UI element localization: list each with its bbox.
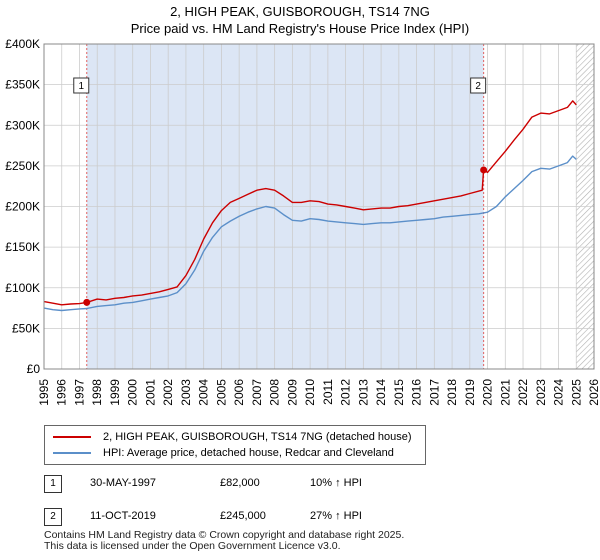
x-tick-label: 2013 (356, 379, 370, 406)
transaction-point (83, 298, 91, 306)
transaction-hpi-change: 10% ↑ HPI (310, 477, 362, 489)
x-tick-label: 2008 (268, 379, 282, 406)
legend-label-property: 2, HIGH PEAK, GUISBOROUGH, TS14 7NG (det… (103, 431, 412, 443)
table-row: 2 11-OCT-2019 £245,000 27% ↑ HPI (44, 508, 444, 528)
table-row: 1 30-MAY-1997 £82,000 10% ↑ HPI (44, 475, 444, 495)
series-line-hpi (43, 155, 577, 312)
footer-licence: This data is licensed under the Open Gov… (44, 540, 341, 552)
footer-copyright: Contains HM Land Registry data © Crown c… (44, 529, 405, 541)
x-tick-label: 2004 (197, 379, 211, 406)
x-tick-label: 2025 (569, 379, 583, 406)
x-tick-label: 2002 (161, 379, 175, 406)
legend-item-hpi: HPI: Average price, detached house, Redc… (53, 445, 394, 461)
x-tick-label: 2005 (214, 379, 228, 406)
y-tick-label: £400K (5, 37, 40, 51)
transaction-date: 11-OCT-2019 (90, 510, 156, 522)
chart-title: 2, HIGH PEAK, GUISBOROUGH, TS14 7NG (170, 4, 430, 19)
chart-subtitle: Price paid vs. HM Land Registry's House … (130, 21, 470, 36)
x-tick-label: 1999 (108, 379, 122, 406)
price-chart: £0 £50K £100K £150K £200K £250K £300K £350K £400… (5, 37, 600, 406)
transaction-date: 30-MAY-1997 (90, 477, 157, 489)
y-tick-label: £50K (12, 321, 40, 335)
x-tick-label: 2009 (285, 379, 299, 406)
marker-badge (470, 77, 487, 94)
x-tick-label: 2018 (445, 379, 459, 406)
x-tick-label: 2024 (552, 379, 566, 406)
transaction-badge: 2 (44, 508, 62, 526)
x-tick-label: 2000 (126, 379, 140, 406)
marker-badge (73, 77, 90, 94)
x-tick-label: 2003 (179, 379, 193, 406)
x-tick-label: 1995 (37, 379, 51, 406)
x-tick-label: 2011 (321, 379, 335, 405)
x-tick-label: 2015 (392, 379, 406, 406)
x-tick-label: 1998 (90, 379, 104, 406)
plot-frame (43, 43, 595, 370)
x-tick-label: 1997 (72, 379, 86, 406)
x-tick-label: 2016 (410, 379, 424, 406)
x-tick-label: 2012 (339, 379, 353, 406)
legend-label-hpi: HPI: Average price, detached house, Redc… (103, 447, 394, 459)
series-line-property (43, 100, 577, 306)
y-tick-label: £200K (5, 200, 40, 214)
y-tick-label: £150K (5, 240, 40, 254)
transaction-point (480, 166, 488, 174)
legend-item-property: 2, HIGH PEAK, GUISBOROUGH, TS14 7NG (det… (53, 429, 412, 445)
transaction-hpi-change: 27% ↑ HPI (310, 510, 362, 522)
transaction-badge: 1 (44, 475, 62, 493)
legend-swatch-property (53, 436, 91, 438)
x-tick-label: 2021 (498, 379, 512, 406)
legend: 2, HIGH PEAK, GUISBOROUGH, TS14 7NG (det… (44, 425, 426, 465)
marker-badge-label: 1 (78, 81, 84, 92)
legend-swatch-hpi (53, 452, 91, 454)
x-tick-label: 2014 (374, 379, 388, 406)
x-tick-label: 2001 (143, 379, 157, 406)
footer: Contains HM Land Registry data © Crown c… (44, 530, 404, 552)
transaction-price: £245,000 (220, 510, 266, 522)
x-tick-label: 2019 (463, 379, 477, 406)
x-tick-label: 2006 (232, 379, 246, 406)
y-tick-label: £0 (27, 362, 41, 376)
x-tick-label: 2026 (587, 379, 600, 406)
y-tick-label: £300K (5, 118, 40, 132)
marker-badge-label: 2 (475, 81, 481, 92)
x-tick-label: 2007 (250, 379, 264, 406)
y-tick-label: £350K (5, 78, 40, 92)
x-tick-label: 2017 (427, 379, 441, 406)
transaction-price: £82,000 (220, 477, 260, 489)
x-tick-label: 2023 (534, 379, 548, 406)
y-tick-label: £250K (5, 159, 40, 173)
x-tick-label: 2022 (516, 379, 530, 406)
x-tick-label: 2010 (303, 379, 317, 406)
x-tick-label: 2020 (481, 379, 495, 406)
x-tick-label: 1996 (55, 379, 69, 406)
y-tick-label: £100K (5, 281, 40, 295)
